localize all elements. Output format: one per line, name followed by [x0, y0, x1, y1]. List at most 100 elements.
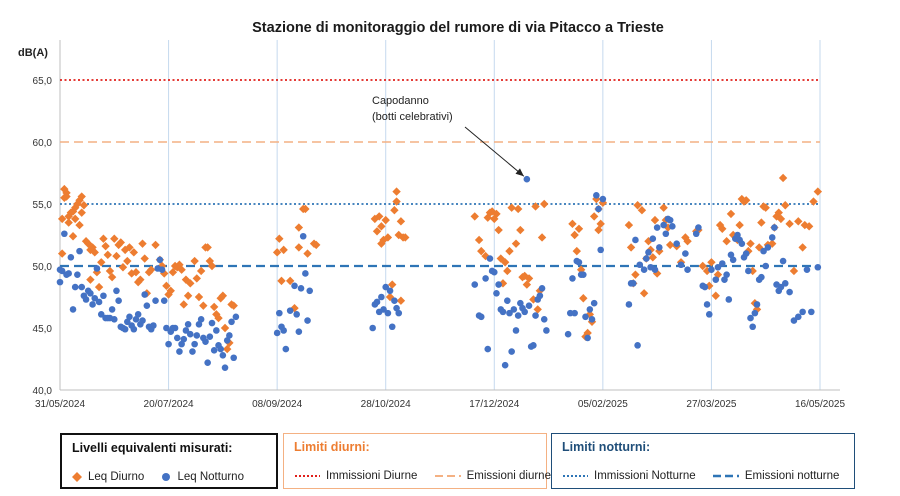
- diurno-point-153: [583, 328, 592, 338]
- notturno-point-131: [521, 308, 528, 316]
- diurno-point-62: [177, 265, 186, 274]
- notturno-point-178: [673, 240, 680, 247]
- notturno-point-180: [682, 250, 689, 257]
- diurno-point-87: [275, 234, 284, 243]
- notturno-point-99: [373, 298, 381, 306]
- notturno-point-35: [130, 325, 138, 333]
- x-tick-1: 20/07/2024: [144, 399, 194, 410]
- legend-item-emissioni-diurne: Emissioni diurne: [434, 470, 551, 482]
- diurno-point-75: [207, 261, 217, 271]
- notturno-point-90: [293, 311, 300, 318]
- notturno-point-78: [223, 337, 231, 344]
- notturno-point-54: [171, 324, 179, 332]
- notturno-point-68: [202, 338, 209, 345]
- notturno-point-167: [645, 249, 652, 256]
- diurno-point-175: [655, 246, 664, 256]
- notturno-point-157: [597, 246, 604, 254]
- notturno-point-9: [74, 271, 81, 278]
- diurno-point-168: [639, 289, 649, 298]
- notturno-point-132: [523, 175, 531, 183]
- notturno-point-162: [632, 236, 639, 244]
- notturno-point-17: [91, 294, 99, 302]
- diurno-point-163: [626, 243, 636, 252]
- notturno-point-1: [56, 278, 64, 286]
- diurno-point-13: [73, 199, 82, 209]
- diurno-point-112: [394, 230, 403, 240]
- diurno-point-20: [84, 239, 93, 248]
- notturno-point-169: [649, 235, 657, 243]
- diurno-point-115: [401, 233, 410, 242]
- diurno-point-156: [589, 212, 599, 221]
- diurno-point-196: [728, 230, 738, 240]
- diurno-point-32: [107, 272, 117, 282]
- notturno-point-161: [629, 280, 637, 287]
- notturno-point-149: [580, 271, 587, 278]
- notturno-point-28: [115, 297, 122, 305]
- diurno-point-139: [524, 274, 534, 283]
- y-tick-0: 40,0: [33, 386, 53, 397]
- notturno-point-89: [291, 282, 298, 290]
- notturno-point-206: [751, 309, 759, 317]
- notturno-point-94: [302, 270, 309, 277]
- diurno-point-23: [88, 243, 97, 252]
- diurno-point-55: [162, 281, 171, 291]
- notturno-point-69: [204, 359, 211, 367]
- notturno-point-97: [369, 324, 376, 332]
- diurno-point-208: [757, 218, 766, 227]
- notturno-point-81: [230, 354, 238, 362]
- notturno-point-80: [228, 318, 235, 326]
- diurno-point-148: [572, 246, 581, 256]
- notturno-point-166: [642, 255, 650, 262]
- notturno-point-170: [651, 266, 659, 274]
- diurno-point-5: [62, 192, 71, 201]
- notturno-point-212: [764, 244, 772, 251]
- notturno-point-183: [695, 224, 702, 231]
- notturno-point-211: [762, 262, 770, 270]
- diurno-point-27: [97, 258, 106, 267]
- legend-night-limits: Limiti notturni: Immissioni Notturne Emi…: [551, 433, 855, 489]
- notturno-point-27: [113, 287, 120, 295]
- diurno-point-187: [702, 266, 712, 276]
- diurno-point-201: [741, 196, 751, 205]
- diurno-point-159: [596, 219, 605, 229]
- diurno-point-110: [392, 187, 401, 196]
- notturno-point-139: [538, 285, 546, 292]
- notturno-point-177: [669, 223, 676, 230]
- notturno-point-88: [286, 307, 294, 314]
- diurno-point-222: [798, 243, 807, 252]
- diurno-point-198: [735, 220, 744, 230]
- diurno-point-34: [112, 251, 121, 261]
- notturno-point-200: [738, 240, 746, 247]
- notturno-point-20: [97, 311, 105, 318]
- diurno-point-96: [303, 249, 312, 258]
- diurno-point-117: [470, 212, 479, 221]
- notturno-point-32: [124, 318, 131, 326]
- diurno-point-216: [776, 214, 786, 224]
- diurno-point-51: [151, 240, 160, 250]
- notturno-point-76: [219, 351, 227, 359]
- notturno-point-55: [173, 334, 181, 342]
- diurno-point-111: [392, 197, 401, 206]
- diurno-point-50: [147, 265, 156, 274]
- diurno-point-138: [522, 280, 532, 289]
- notturno-point-86: [280, 327, 287, 334]
- notturno-point-185: [701, 283, 709, 291]
- notturno-point-124: [506, 309, 513, 317]
- notturno-point-153: [588, 316, 596, 323]
- legend-label-immissioni-diurne: Immissioni Diurne: [326, 470, 418, 482]
- notturno-point-165: [640, 266, 648, 274]
- notturno-point-147: [575, 258, 583, 266]
- diurno-point-31: [105, 266, 115, 276]
- diurno-point-182: [681, 233, 690, 242]
- notturno-point-118: [493, 289, 500, 297]
- diurno-point-33: [110, 234, 119, 243]
- notturno-point-182: [692, 230, 700, 238]
- diurno-point-162: [624, 220, 634, 230]
- diurno-point-119: [477, 246, 486, 256]
- notturno-point-123: [504, 297, 511, 305]
- diurno-point-105: [381, 215, 390, 225]
- notturno-point-173: [660, 221, 667, 229]
- diurno-point-218: [781, 201, 790, 210]
- diurno-point-204: [748, 266, 757, 276]
- diurno-point-40: [125, 243, 134, 252]
